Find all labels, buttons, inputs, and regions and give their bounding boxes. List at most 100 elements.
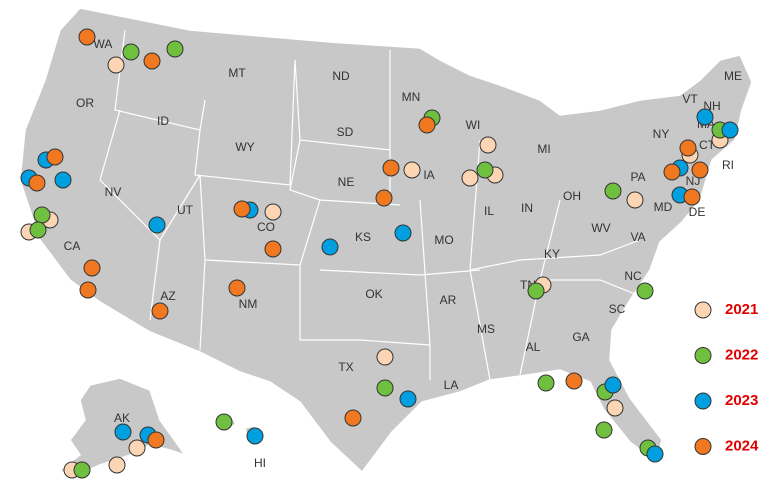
site-marker — [83, 259, 101, 277]
site-marker — [663, 163, 681, 181]
state-label: UT — [177, 203, 194, 217]
state-label: MN — [402, 90, 421, 104]
state-label: LA — [444, 378, 459, 392]
site-marker — [382, 159, 400, 177]
site-marker — [29, 221, 47, 239]
state-label: MT — [228, 66, 246, 80]
site-marker — [264, 203, 282, 221]
site-marker — [147, 431, 165, 449]
state-label: AZ — [160, 289, 175, 303]
state-label: NV — [105, 185, 122, 199]
site-marker — [114, 423, 132, 441]
site-marker — [166, 40, 184, 58]
site-marker — [461, 169, 479, 187]
site-marker — [107, 56, 125, 74]
state-label: NY — [653, 127, 670, 141]
state-label: SD — [337, 125, 354, 139]
state-label: ND — [332, 69, 350, 83]
legend-label: 2021 — [725, 301, 758, 318]
state-label: OK — [365, 287, 382, 301]
site-marker — [537, 374, 555, 392]
state-label: AK — [114, 411, 130, 425]
site-marker — [646, 445, 664, 463]
site-marker — [399, 390, 417, 408]
state-label: MD — [654, 200, 673, 214]
state-borders — [99, 29, 651, 381]
state-label: ID — [157, 114, 169, 128]
site-marker — [636, 282, 654, 300]
state-label: WY — [235, 140, 254, 154]
state-label: KY — [544, 247, 560, 261]
site-marker — [604, 182, 622, 200]
site-marker — [28, 174, 46, 192]
site-marker — [228, 279, 246, 297]
site-marker — [679, 139, 697, 157]
legend-marker — [694, 301, 712, 319]
state-label: WI — [466, 118, 481, 132]
state-label: VT — [682, 92, 698, 106]
site-marker — [376, 379, 394, 397]
site-marker — [73, 461, 91, 479]
site-marker — [626, 191, 644, 209]
state-label: CT — [699, 138, 716, 152]
legend: 2021 2022 2023 2024 — [694, 301, 759, 455]
state-label: WA — [94, 37, 113, 51]
site-marker — [46, 148, 64, 166]
legend-label: 2024 — [725, 437, 759, 454]
site-marker — [721, 121, 739, 139]
state-labels: WA MT ND MN OR ID WY SD WI MI NV UT NE IA IL IN OH PA NY VT… — [64, 37, 742, 470]
state-label: IA — [423, 168, 434, 182]
site-marker — [344, 409, 362, 427]
site-marker — [321, 238, 339, 256]
site-marker — [264, 240, 282, 258]
site-marker — [376, 348, 394, 366]
site-marker — [33, 206, 51, 224]
site-marker — [418, 116, 436, 134]
state-label: GA — [572, 330, 589, 344]
state-label: OR — [76, 96, 94, 110]
state-label: MO — [434, 233, 453, 247]
state-label: DE — [689, 205, 706, 219]
state-label: PA — [630, 170, 645, 184]
state-label: SC — [609, 302, 626, 316]
state-label: NM — [239, 297, 258, 311]
state-label: ME — [724, 69, 742, 83]
site-marker — [108, 456, 126, 474]
state-label: OH — [563, 189, 581, 203]
site-marker — [246, 427, 264, 445]
state-label: TX — [338, 360, 353, 374]
site-marker — [604, 376, 622, 394]
state-label: KS — [355, 230, 371, 244]
legend-label: 2022 — [725, 346, 758, 363]
site-marker — [151, 302, 169, 320]
site-marker — [606, 399, 624, 417]
site-marker — [54, 171, 72, 189]
state-label: AR — [440, 293, 457, 307]
site-marker — [78, 28, 96, 46]
site-marker — [143, 52, 161, 70]
site-marker — [148, 216, 166, 234]
legend-marker — [694, 438, 712, 455]
state-label: CO — [257, 220, 275, 234]
state-label: HI — [254, 456, 266, 470]
state-label: IN — [521, 201, 533, 215]
state-label: VA — [630, 230, 645, 244]
site-marker — [565, 372, 583, 390]
state-label: RI — [722, 158, 734, 172]
site-marker — [595, 421, 613, 439]
site-marker — [215, 413, 233, 431]
site-marker — [122, 43, 140, 61]
site-markers — [20, 28, 739, 479]
site-marker — [476, 161, 494, 179]
legend-marker — [694, 347, 712, 364]
state-label: WV — [591, 221, 610, 235]
site-marker — [527, 282, 545, 300]
state-label: MI — [537, 142, 550, 156]
site-marker — [128, 439, 146, 457]
site-marker — [233, 200, 251, 218]
site-marker — [683, 188, 701, 206]
legend-marker — [694, 392, 712, 410]
state-label: NE — [338, 175, 355, 189]
site-marker — [403, 161, 421, 179]
